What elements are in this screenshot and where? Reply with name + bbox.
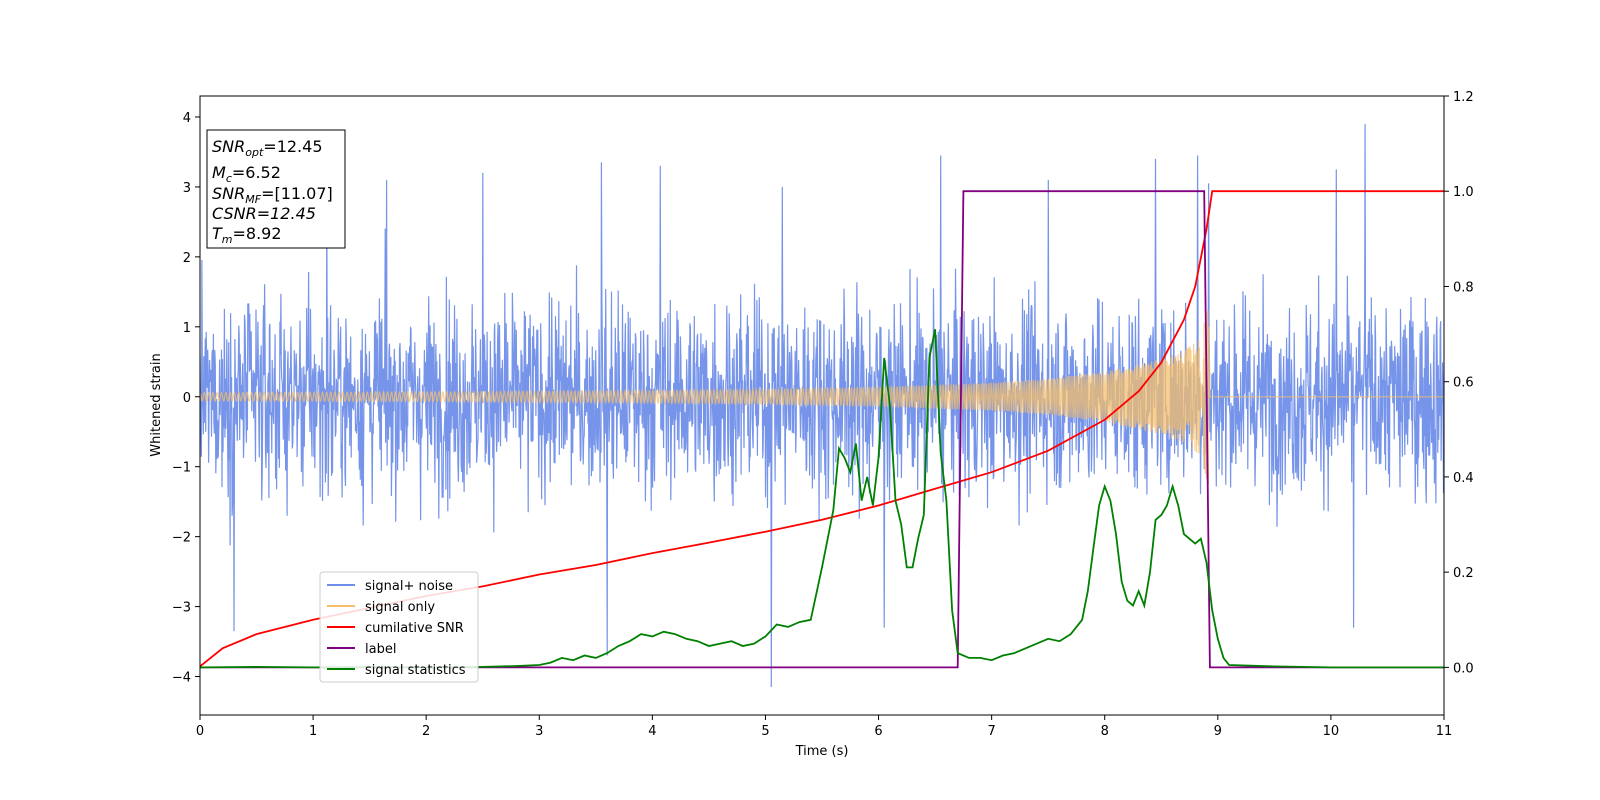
legend-label-signal-statistics: signal statistics (365, 663, 466, 678)
x-axis-label: Time (s) (795, 744, 849, 759)
info-mc-value: =6.52 (232, 163, 281, 182)
y2-tick-label: 0.6 (1453, 376, 1474, 391)
info-tm: Tm=8.92 (212, 224, 282, 246)
x-tick-label: 10 (1323, 724, 1340, 739)
legend-frame (319, 571, 479, 683)
y-tick-label: 4 (183, 111, 191, 126)
x-tick-label: 2 (422, 724, 430, 739)
series-line-signal-statistics (200, 329, 1444, 669)
series-line-signal-only (200, 310, 1444, 485)
legend-label-cumulative-snr: cumilative SNR (365, 621, 464, 636)
x-tick-label: 11 (1436, 724, 1453, 739)
info-box-frame (206, 129, 346, 249)
x-tick-label: 0 (196, 724, 204, 739)
info-snr-mf-value: =[11.07] (261, 184, 333, 203)
y-tick-label: −2 (172, 531, 191, 546)
y-tick-label: 0 (183, 391, 191, 406)
y2-tick-label: 0.4 (1453, 471, 1474, 486)
y-tick-label: 3 (183, 181, 191, 196)
y2-tick-label: 0.8 (1453, 280, 1474, 295)
info-snr-opt: SNRopt=12.45 (212, 137, 323, 159)
x-tick-label: 8 (1101, 724, 1109, 739)
info-tm-value: =8.92 (233, 224, 282, 243)
x-tick-label: 1 (309, 724, 317, 739)
x-tick-label: 9 (1214, 724, 1222, 739)
info-box: SNRopt=12.45 Mc=6.52 SNRMF=[11.07] CSNR=… (206, 129, 346, 249)
legend-label-signal-noise: signal+ noise (365, 579, 453, 594)
x-tick-label: 4 (648, 724, 656, 739)
y2-tick-label: 0.2 (1453, 566, 1474, 581)
y-tick-label: 2 (183, 251, 191, 266)
info-snr-mf: SNRMF=[11.07] (212, 184, 333, 206)
axes: 0 1 2 3 4 5 6 7 8 9 10 11 −4 −3 −2 −1 0 1 2 3 4 0.0 0.2 0.4 0.6 0… (172, 90, 1474, 739)
y-tick-label: −1 (172, 461, 191, 476)
x-tick-label: 6 (874, 724, 882, 739)
y-axis-label: Whitened strain (149, 353, 164, 456)
series-line-signal-noise (200, 123, 1444, 688)
series-line-label (200, 190, 1444, 669)
x-tick-label: 7 (987, 724, 995, 739)
y2-tick-label: 0.0 (1453, 661, 1474, 676)
x-tick-label: 3 (535, 724, 543, 739)
legend-label-signal-only: signal only (365, 600, 435, 615)
y-tick-label: 1 (183, 321, 191, 336)
x-tick-label: 5 (761, 724, 769, 739)
plot-frame (199, 95, 1445, 716)
y-tick-label: −4 (172, 671, 191, 686)
info-mc: Mc=6.52 (212, 163, 281, 185)
y2-tick-label: 1.2 (1453, 90, 1474, 105)
y-tick-label: −3 (172, 601, 191, 616)
y2-tick-label: 1.0 (1453, 185, 1474, 200)
info-snr-opt-value: =12.45 (263, 137, 322, 156)
legend: signal+ noise signal only cumilative SNR… (319, 571, 479, 683)
legend-label-label: label (365, 642, 396, 657)
info-csnr: CSNR=12.45 (212, 204, 316, 223)
